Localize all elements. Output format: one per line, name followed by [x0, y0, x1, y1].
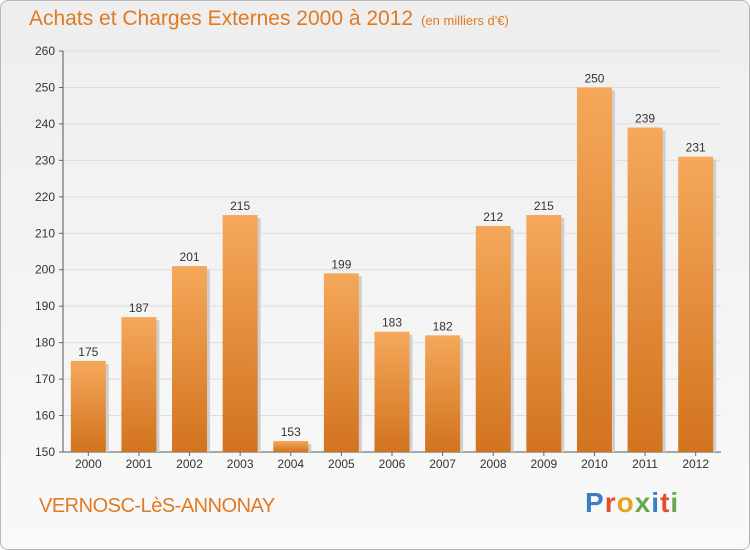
data-label: 239: [635, 112, 655, 126]
x-tick-label: 2007: [429, 457, 456, 471]
y-tick-label: 210: [35, 226, 55, 240]
data-label: 231: [686, 141, 706, 155]
bar-2002: [172, 266, 208, 452]
x-tick-label: 2004: [277, 457, 304, 471]
data-label: 182: [433, 319, 453, 333]
proxiti-logo[interactable]: Proxiti: [585, 487, 679, 519]
bar-2009: [526, 215, 562, 452]
chart-title-unit: (en milliers d'€): [421, 13, 509, 28]
bar-2006: [374, 331, 410, 452]
x-tick-label: 2008: [480, 457, 507, 471]
logo-letter: i: [670, 487, 680, 518]
y-tick-label: 190: [35, 299, 55, 313]
chart-title-main: Achats et Charges Externes 2000 à 2012: [29, 7, 414, 30]
data-label: 212: [483, 210, 503, 224]
logo-letter: x: [634, 487, 652, 518]
bar-2003: [222, 215, 258, 452]
x-tick-label: 2001: [126, 457, 153, 471]
y-tick-label: 170: [35, 372, 55, 386]
data-label: 250: [584, 71, 604, 85]
y-tick-label: 150: [35, 445, 55, 459]
bar-2012: [678, 156, 714, 452]
x-tick-label: 2012: [682, 457, 709, 471]
x-tick-label: 2006: [379, 457, 406, 471]
x-tick-label: 2010: [581, 457, 608, 471]
logo-letter: i: [651, 487, 661, 518]
y-tick-label: 160: [35, 409, 55, 423]
y-tick-label: 180: [35, 336, 55, 350]
bar-2010: [576, 87, 612, 453]
data-label: 215: [534, 199, 554, 213]
bar-2001: [121, 317, 157, 452]
bar-2004: [273, 441, 309, 452]
commune-name: VERNOSC-LèS-ANNONAY: [39, 495, 275, 517]
x-tick-label: 2005: [328, 457, 355, 471]
logo-letter: o: [616, 487, 635, 518]
y-tick-label: 220: [35, 190, 55, 204]
x-tick-label: 2000: [75, 457, 102, 471]
bar-2007: [425, 335, 461, 452]
data-label: 175: [78, 345, 98, 359]
logo-letter: t: [660, 487, 671, 518]
x-tick-label: 2009: [530, 457, 557, 471]
data-label: 215: [230, 199, 250, 213]
x-tick-label: 2002: [176, 457, 203, 471]
logo-letter: P: [585, 487, 605, 518]
y-tick-label: 230: [35, 153, 55, 167]
data-label: 199: [331, 257, 351, 271]
y-tick-label: 240: [35, 117, 55, 131]
x-tick-label: 2011: [632, 457, 658, 471]
bar-2008: [475, 225, 511, 452]
chart-title: Achats et Charges Externes 2000 à 2012 (e…: [29, 7, 509, 31]
y-tick-label: 250: [35, 80, 55, 94]
data-label: 187: [129, 301, 149, 315]
bar-2011: [627, 127, 663, 453]
x-tick-label: 2003: [227, 457, 254, 471]
y-tick-label: 260: [35, 44, 55, 58]
logo-letter: r: [604, 487, 617, 518]
bar-2005: [323, 273, 359, 452]
data-label: 153: [281, 425, 301, 439]
data-label: 183: [382, 316, 402, 330]
y-tick-label: 200: [35, 263, 55, 277]
bar-2000: [70, 360, 106, 452]
data-label: 201: [180, 250, 200, 264]
